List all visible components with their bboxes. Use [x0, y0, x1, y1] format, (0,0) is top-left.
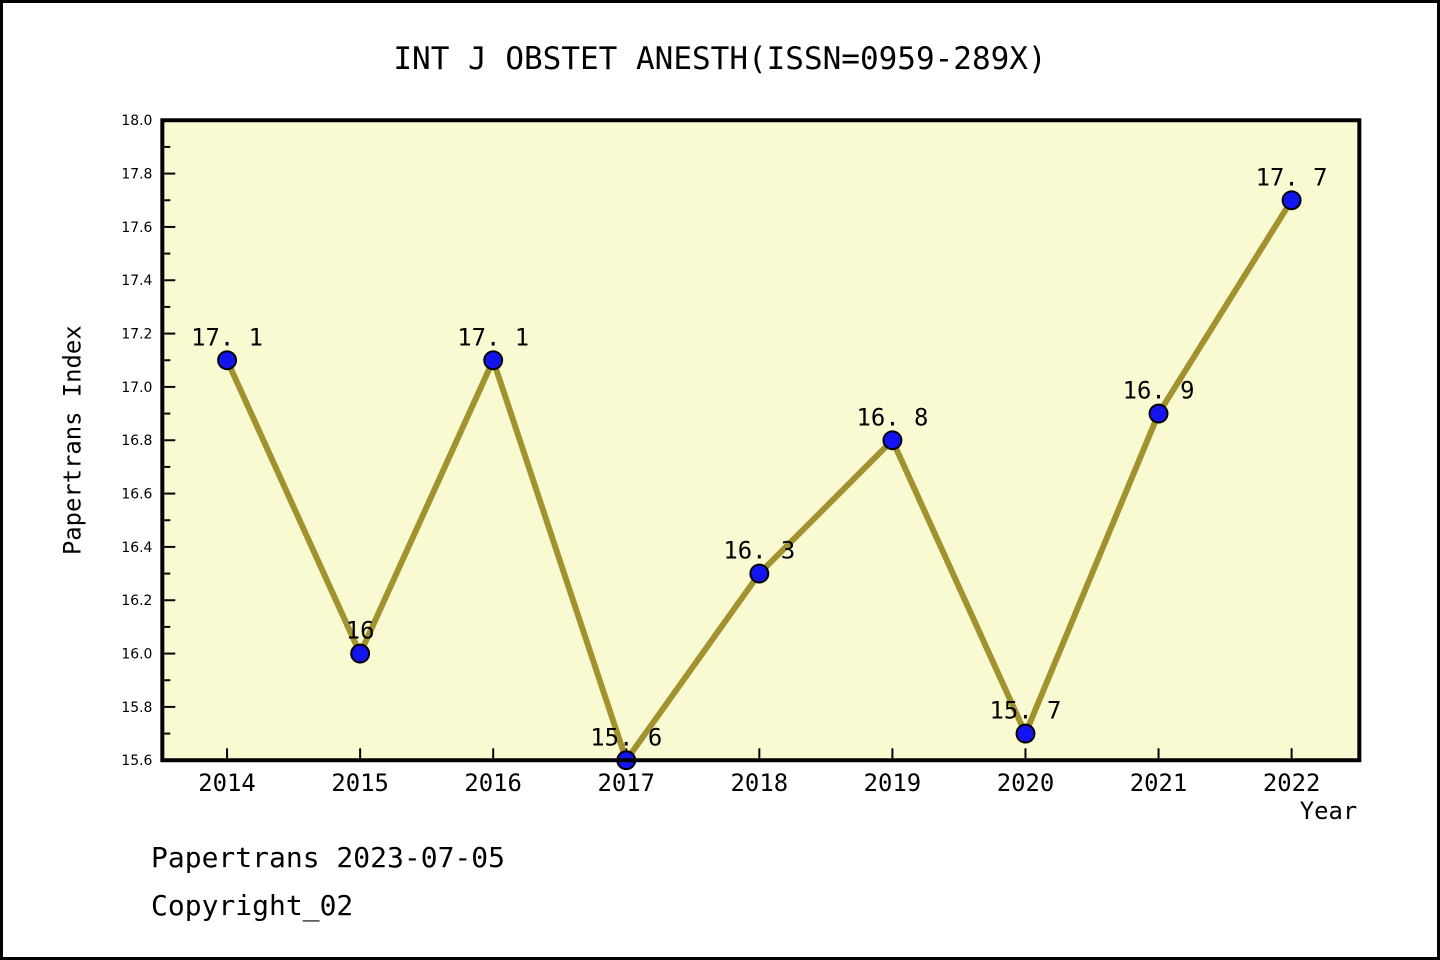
y-axis-tick-label: 16.8 — [121, 433, 152, 449]
data-point-label: 17. 1 — [191, 323, 263, 351]
y-axis-tick-label: 15.6 — [121, 753, 152, 769]
data-point — [350, 643, 371, 664]
data-point-label: 16. 8 — [856, 403, 928, 431]
plot-border — [160, 118, 1362, 763]
y-axis-title: Papertrans Index — [59, 325, 87, 555]
data-point-label: 17. 7 — [1256, 163, 1328, 191]
x-axis-tick-label: 2014 — [198, 769, 256, 797]
x-axis-tick-label: 2021 — [1130, 769, 1188, 797]
footer-copyright: Copyright_02 — [151, 889, 354, 922]
x-axis-tick-label: 2019 — [864, 769, 922, 797]
line-chart: 15.6 15.8 16.0 16.2 16.4 16.6 16.8 17.0 17.2 17.4… — [59, 113, 1362, 825]
data-point — [749, 563, 770, 584]
data-point — [217, 350, 238, 371]
chart-title: INT J OBSTET ANESTH(ISSN=0959-289X) — [393, 41, 1047, 77]
x-axis-tick-label: 2018 — [731, 769, 789, 797]
y-axis-tick-label: 16.4 — [121, 540, 152, 556]
footer-source-date: Papertrans 2023-07-05 — [151, 841, 506, 874]
data-point-label: 16. 9 — [1123, 377, 1195, 405]
x-axis-tick-label: 2017 — [598, 769, 656, 797]
y-axis-tick-label: 15.8 — [121, 700, 152, 716]
x-axis-tick-label: 2016 — [464, 769, 522, 797]
y-axis-tick-label: 16.0 — [121, 647, 152, 663]
y-axis-tick-label: 17.8 — [121, 167, 152, 183]
x-axis-tick-label: 2022 — [1263, 769, 1321, 797]
y-axis-tick-label: 17.6 — [121, 220, 152, 236]
y-axis-tick-label: 17.0 — [121, 380, 152, 396]
data-point-label: 17. 1 — [457, 323, 529, 351]
data-point — [1148, 403, 1169, 424]
x-axis-tick-label: 2020 — [997, 769, 1055, 797]
y-axis-tick-label: 16.2 — [121, 593, 152, 609]
y-axis-tick-label: 18.0 — [121, 113, 152, 129]
data-point — [1015, 723, 1036, 744]
data-point-label: 15. 6 — [590, 723, 662, 751]
x-axis-title: Year — [1300, 797, 1358, 825]
data-point — [483, 350, 504, 371]
data-point — [1281, 190, 1302, 211]
x-axis-tick-label: 2015 — [331, 769, 389, 797]
y-axis-tick-label: 17.4 — [121, 273, 152, 289]
y-axis-tick-label: 17.2 — [121, 327, 152, 343]
data-point — [882, 430, 903, 451]
plot-area — [162, 120, 1360, 761]
y-axis-tick-label: 16.6 — [121, 487, 152, 503]
data-point-label: 16 — [346, 617, 375, 645]
data-point-label: 15. 7 — [990, 697, 1062, 725]
data-point-label: 16. 3 — [723, 537, 795, 565]
